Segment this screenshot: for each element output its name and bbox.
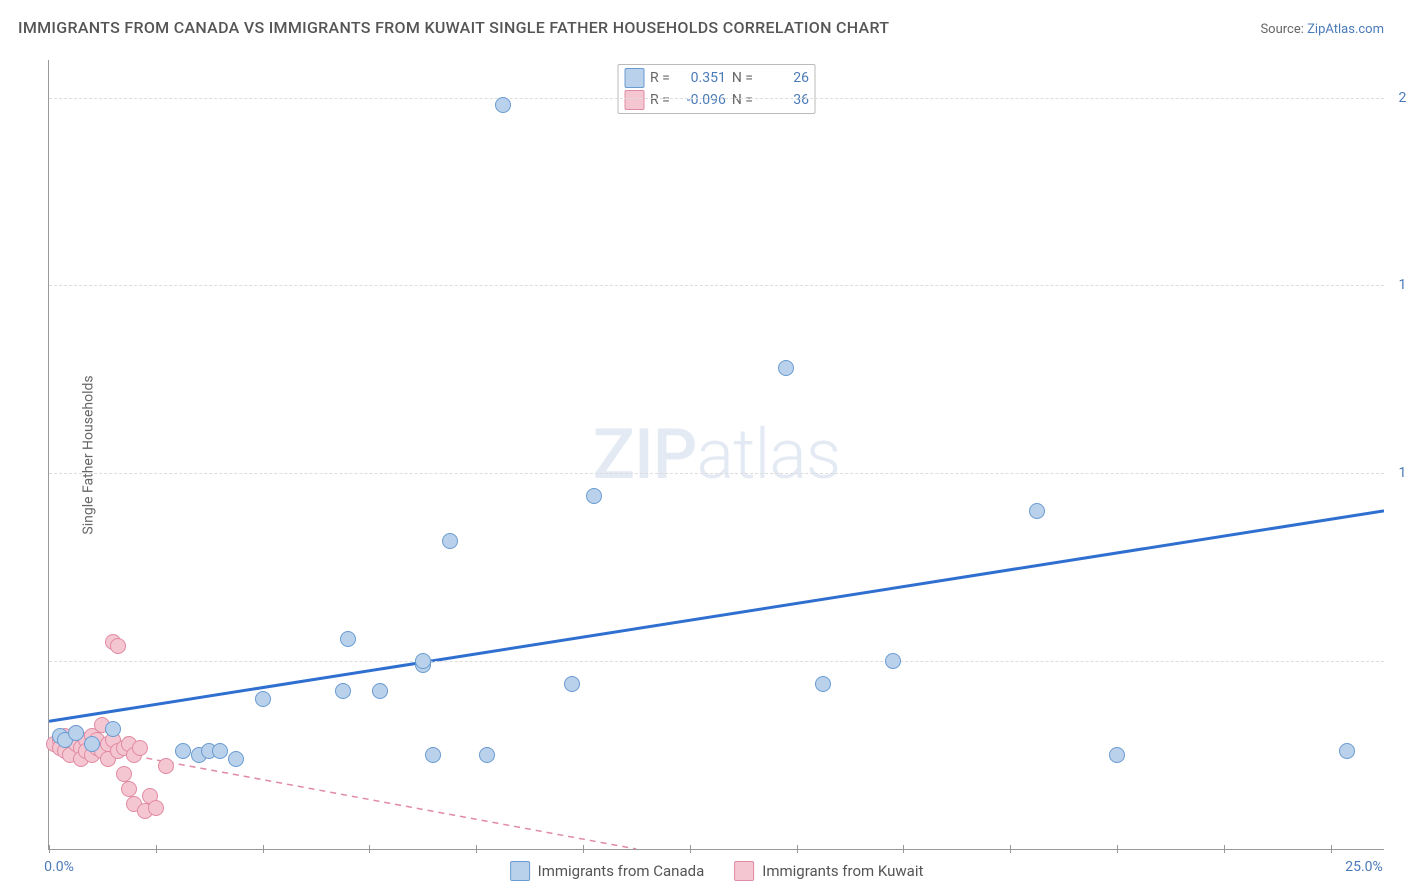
- n-val-canada: 26: [759, 67, 809, 89]
- data-point[interactable]: [495, 97, 511, 113]
- trend-lines: [49, 60, 1384, 849]
- legend-item-kuwait: Immigrants from Kuwait: [734, 861, 923, 881]
- data-point[interactable]: [110, 638, 126, 654]
- data-point[interactable]: [84, 736, 100, 752]
- data-point[interactable]: [564, 676, 580, 692]
- y-gridline: [49, 473, 1384, 474]
- data-point[interactable]: [479, 747, 495, 763]
- trend-line: [49, 511, 1384, 721]
- swatch-kuwait-icon: [734, 861, 754, 881]
- x-tick: [583, 845, 584, 853]
- x-tick: [1224, 845, 1225, 853]
- scatter-plot: Single Father Households ZIPatlas R = 0.…: [48, 60, 1384, 850]
- data-point[interactable]: [885, 653, 901, 669]
- x-tick: [1010, 845, 1011, 853]
- legend-row-kuwait: R = -0.096 N = 36: [624, 89, 809, 111]
- data-point[interactable]: [255, 691, 271, 707]
- x-tick-label: 0.0%: [44, 859, 74, 875]
- x-tick: [1117, 845, 1118, 853]
- data-point[interactable]: [228, 751, 244, 767]
- source-link[interactable]: ZipAtlas.com: [1307, 22, 1384, 37]
- data-point[interactable]: [778, 360, 794, 376]
- y-axis-label: Single Father Households: [81, 375, 97, 534]
- watermark: ZIPatlas: [593, 414, 841, 496]
- data-point[interactable]: [116, 766, 132, 782]
- correlation-legend: R = 0.351 N = 26 R = -0.096 N = 36: [617, 64, 816, 114]
- swatch-kuwait: [624, 90, 644, 110]
- chart-title: IMMIGRANTS FROM CANADA VS IMMIGRANTS FRO…: [18, 18, 889, 37]
- source-attribution: Source: ZipAtlas.com: [1260, 22, 1384, 37]
- legend-item-canada: Immigrants from Canada: [510, 861, 705, 881]
- r-val-canada: 0.351: [676, 67, 726, 89]
- x-tick: [156, 845, 157, 853]
- data-point[interactable]: [415, 653, 431, 669]
- swatch-canada-icon: [510, 861, 530, 881]
- data-point[interactable]: [815, 676, 831, 692]
- data-point[interactable]: [586, 488, 602, 504]
- data-point[interactable]: [340, 631, 356, 647]
- data-point[interactable]: [105, 721, 121, 737]
- r-val-kuwait: -0.096: [676, 89, 726, 111]
- data-point[interactable]: [442, 533, 458, 549]
- y-gridline: [49, 661, 1384, 662]
- x-tick: [1331, 845, 1332, 853]
- data-point[interactable]: [158, 758, 174, 774]
- y-gridline: [49, 285, 1384, 286]
- y-tick-label: 20.0%: [1398, 90, 1406, 106]
- data-point[interactable]: [425, 747, 441, 763]
- data-point[interactable]: [1339, 743, 1355, 759]
- x-tick-label: 25.0%: [1345, 859, 1383, 875]
- swatch-canada: [624, 68, 644, 88]
- y-gridline: [49, 98, 1384, 99]
- legend-row-canada: R = 0.351 N = 26: [624, 67, 809, 89]
- data-point[interactable]: [372, 683, 388, 699]
- data-point[interactable]: [68, 725, 84, 741]
- y-tick-label: 10.0%: [1398, 465, 1406, 481]
- y-tick-label: 15.0%: [1398, 277, 1406, 293]
- data-point[interactable]: [212, 743, 228, 759]
- data-point[interactable]: [121, 781, 137, 797]
- data-point[interactable]: [1029, 503, 1045, 519]
- data-point[interactable]: [175, 743, 191, 759]
- series-legend: Immigrants from Canada Immigrants from K…: [510, 861, 924, 881]
- x-tick: [797, 845, 798, 853]
- x-tick: [49, 845, 50, 853]
- x-tick: [263, 845, 264, 853]
- source-label: Source:: [1260, 22, 1303, 37]
- data-point[interactable]: [1109, 747, 1125, 763]
- x-tick: [903, 845, 904, 853]
- data-point[interactable]: [148, 800, 164, 816]
- x-tick: [476, 845, 477, 853]
- data-point[interactable]: [132, 740, 148, 756]
- data-point[interactable]: [335, 683, 351, 699]
- n-val-kuwait: 36: [759, 89, 809, 111]
- x-tick: [369, 845, 370, 853]
- x-tick: [690, 845, 691, 853]
